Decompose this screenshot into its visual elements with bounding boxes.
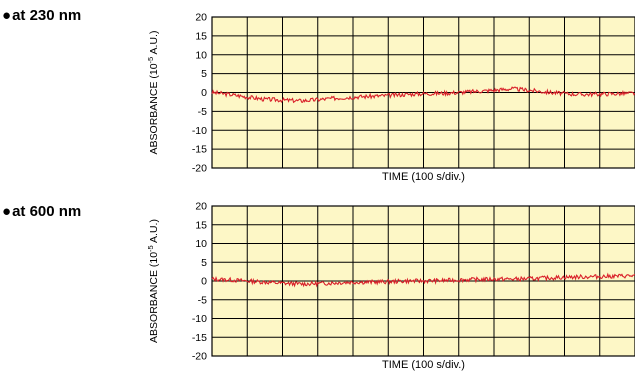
y-tick-label: -5 <box>198 106 207 118</box>
y-tick-label: 20 <box>195 12 207 24</box>
y-tick-label: 0 <box>201 276 207 288</box>
y-tick-label: -20 <box>192 163 207 175</box>
panel-label-600: ●at 600 nm <box>2 203 81 220</box>
panel-label-text: at 600 nm <box>12 203 82 220</box>
x-axis-label: TIME (100 s/div.) <box>382 359 465 371</box>
y-tick-label: 15 <box>195 30 207 42</box>
absorbance-chart-230nm: 20 15 10 5 0 -5 -10 -15 -20 TIME (100 s/div.) ABSO… <box>146 12 635 183</box>
y-tick-label: 0 <box>201 87 207 99</box>
y-tick-label: -15 <box>192 144 207 156</box>
bullet-icon: ● <box>2 7 12 24</box>
y-axis-label: ABSORBANCE (10-5 A.U.) <box>146 31 160 155</box>
absorbance-chart-600nm: 20 15 10 5 0 -5 -10 -15 -20 TIME (100 s/div.) ABSO… <box>146 201 635 371</box>
y-tick-label: -10 <box>192 125 207 137</box>
y-tick-label: 15 <box>195 219 207 231</box>
y-tick-label: -5 <box>198 294 207 306</box>
y-tick-label: 10 <box>195 238 207 250</box>
series-line <box>211 86 635 104</box>
bullet-icon: ● <box>2 203 12 220</box>
x-axis-label: TIME (100 s/div.) <box>382 171 465 183</box>
y-tick-label: -15 <box>192 332 207 344</box>
y-tick-label: -20 <box>192 351 207 363</box>
plot-border <box>211 205 635 357</box>
y-tick-label: 20 <box>195 201 207 213</box>
series-line <box>211 272 635 288</box>
y-tick-label: 5 <box>201 257 207 269</box>
y-tick-label: -10 <box>192 313 207 325</box>
panel-label-230: ●at 230 nm <box>2 7 81 24</box>
y-tick-label: 10 <box>195 49 207 61</box>
y-axis-label: ABSORBANCE (10-5 A.U.) <box>146 219 160 343</box>
panel-label-text: at 230 nm <box>12 7 82 24</box>
y-tick-label: 5 <box>201 68 207 80</box>
